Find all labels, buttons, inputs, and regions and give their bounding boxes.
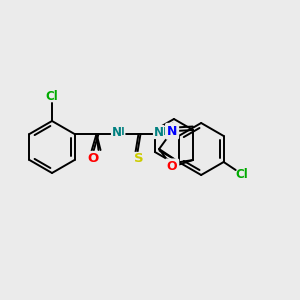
Text: H: H <box>158 127 167 137</box>
Text: O: O <box>167 160 177 173</box>
Text: N: N <box>154 125 164 139</box>
Text: Cl: Cl <box>235 167 248 181</box>
Text: O: O <box>87 152 98 164</box>
Text: Cl: Cl <box>46 91 59 103</box>
Text: S: S <box>134 152 143 166</box>
Text: N: N <box>167 125 177 138</box>
Text: N: N <box>112 125 122 139</box>
Text: H: H <box>116 127 125 137</box>
